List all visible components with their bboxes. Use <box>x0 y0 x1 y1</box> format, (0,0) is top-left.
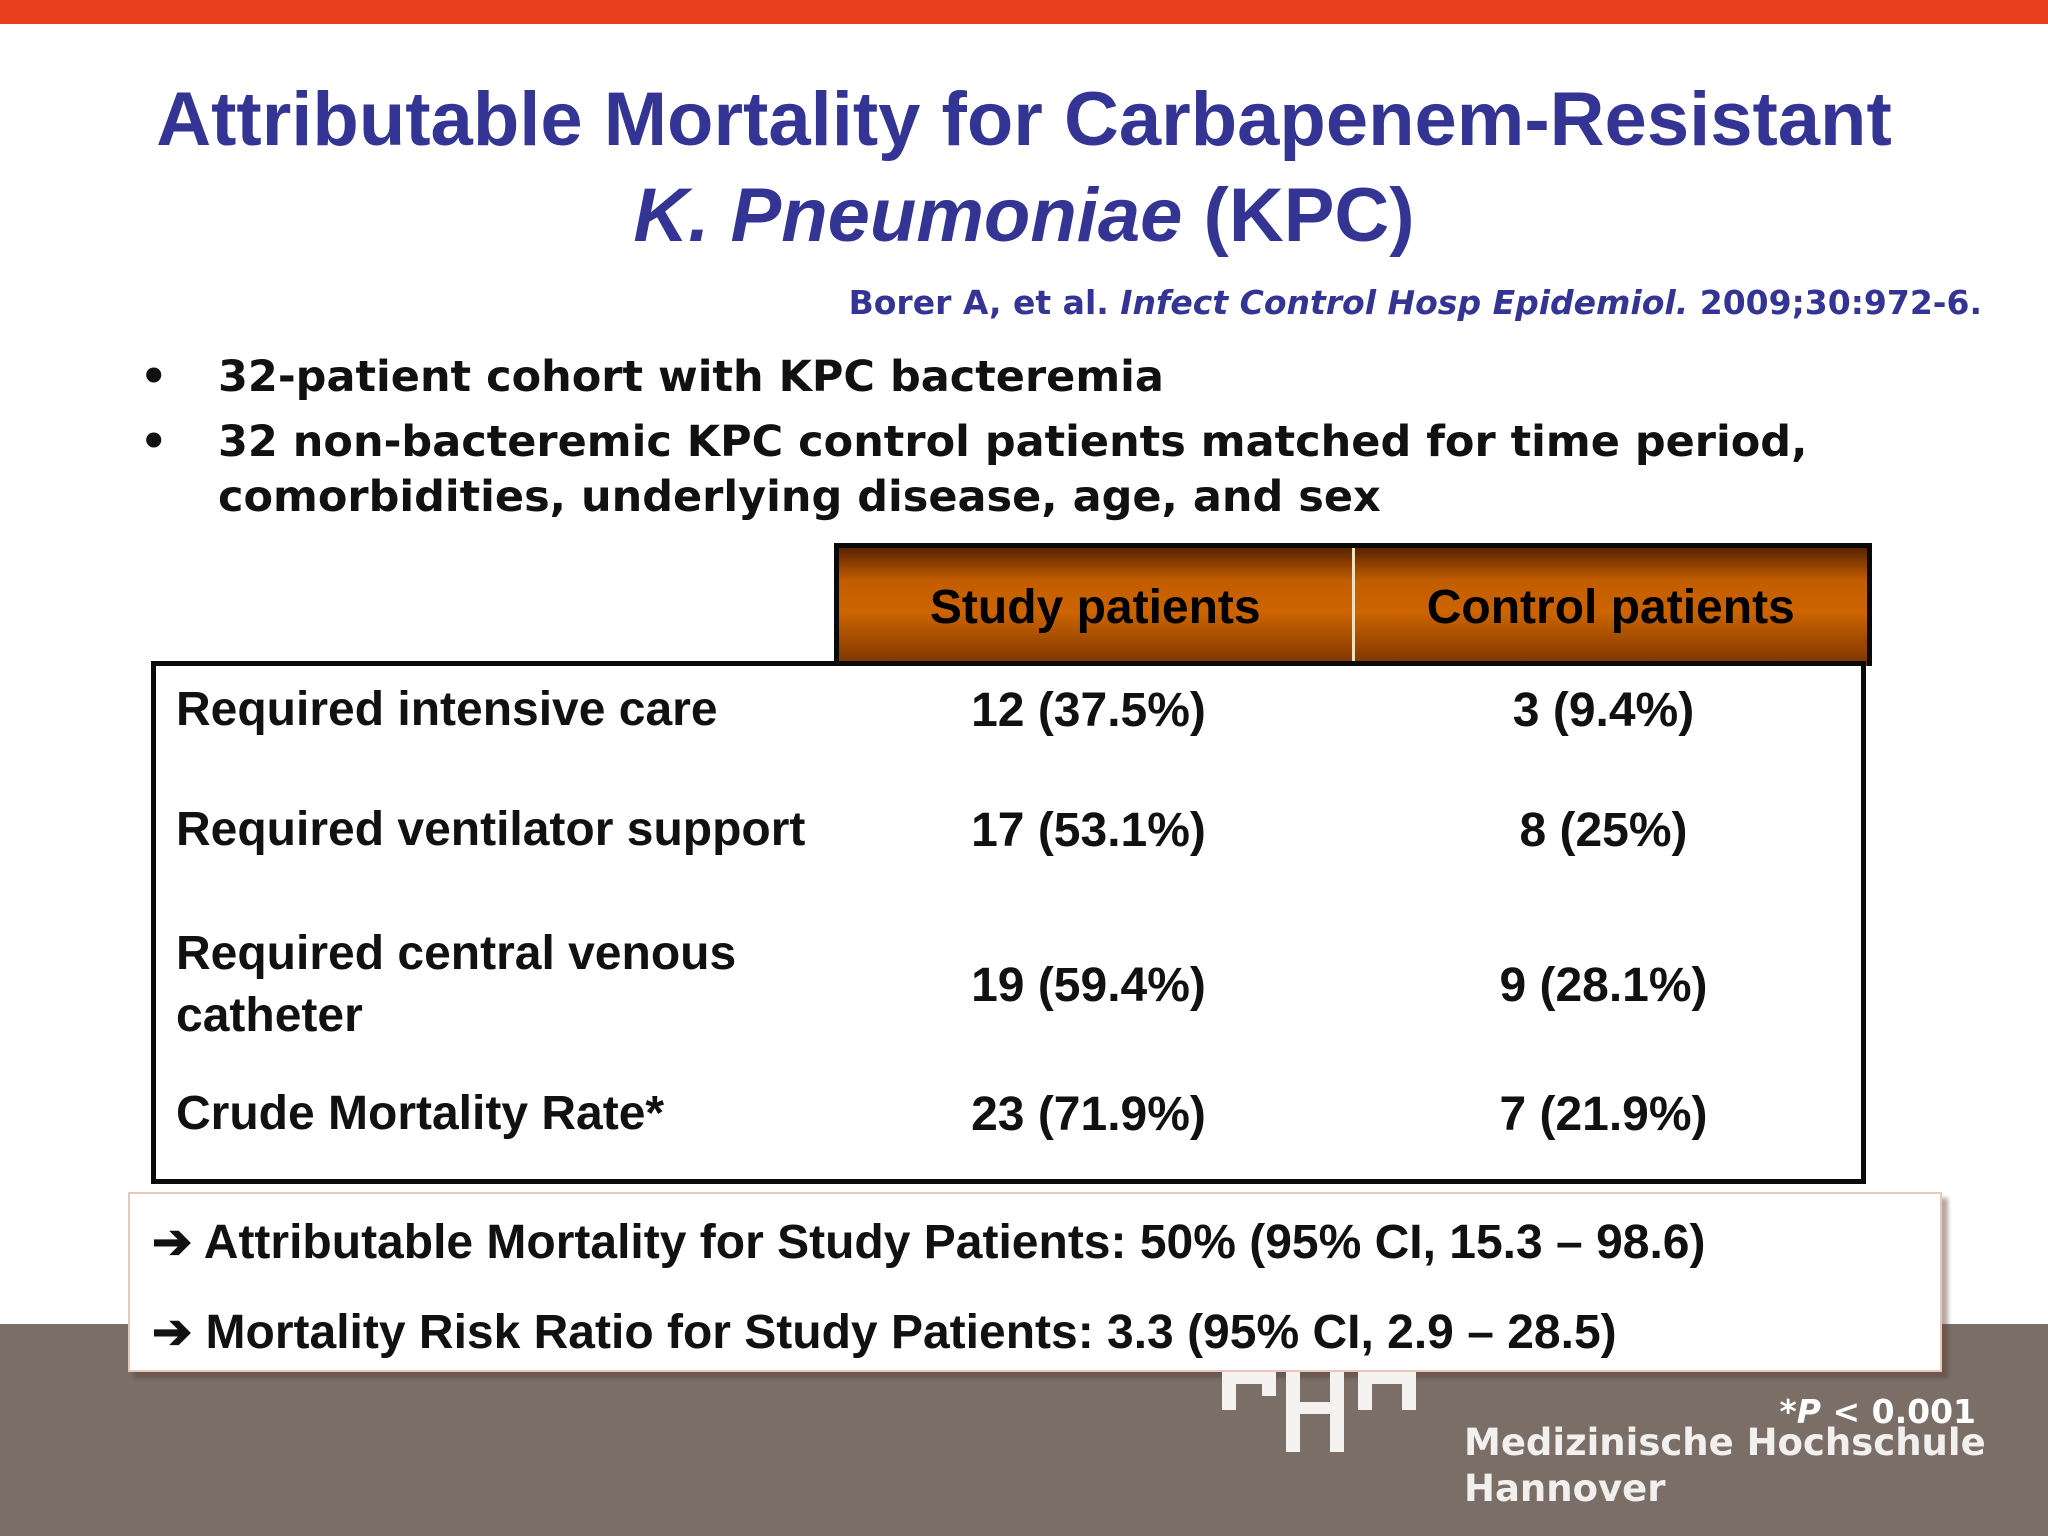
slide-title-line-1: Attributable Mortality for Carbapenem-Re… <box>156 77 1892 162</box>
study-value: 12 (37.5%) <box>971 683 1206 737</box>
table-row: Crude Mortality Rate* 23 (71.9%) 7 (21.9… <box>156 1064 1861 1164</box>
p-value-footnote: *P < 0.001 <box>1780 1392 1976 1431</box>
control-value: 7 (21.9%) <box>1499 1087 1708 1141</box>
study-value: 19 (59.4%) <box>971 958 1206 1012</box>
study-value: 17 (53.1%) <box>971 803 1206 857</box>
row-label: Crude Mortality Rate* <box>176 1087 665 1140</box>
bullet-text: 32 non-bacteremic KPC control patients m… <box>218 417 1808 522</box>
bullet-dot-icon: • <box>140 352 168 402</box>
bullet-dot-icon: • <box>140 417 168 467</box>
bullet-item: • 32 non-bacteremic KPC control patients … <box>140 415 1920 525</box>
slide-title-line-2: K. Pneumoniae (KPC) <box>0 168 2048 264</box>
table-row: Required ventilator support 17 (53.1%) 8… <box>156 754 1861 906</box>
summary-box: ➔ Attributable Mortality for Study Patie… <box>128 1192 1942 1372</box>
control-value: 3 (9.4%) <box>1512 683 1695 737</box>
citation-journal: Infect Control Hosp Epidemiol. <box>1120 283 1689 322</box>
organism-name: K. Pneumoniae <box>633 173 1183 258</box>
control-value: 9 (28.1%) <box>1499 958 1708 1012</box>
logo-line-1: Medizinische Hochschule <box>1464 1421 1986 1464</box>
citation-authors: Borer A, et al. <box>848 283 1121 322</box>
mhh-logo-icon <box>1222 1372 1416 1452</box>
logo-line-2: Hannover <box>1464 1467 1666 1510</box>
row-label: Required ventilator support <box>176 803 806 856</box>
organism-abbrev: (KPC) <box>1182 173 1415 258</box>
header-control-patients: Control patients <box>1351 548 1868 666</box>
row-label: Required intensive care <box>176 683 718 736</box>
top-accent-bar <box>0 0 2048 24</box>
footnote-p: P <box>1796 1392 1821 1431</box>
citation-ref: 2009;30:972-6. <box>1688 283 1982 322</box>
header-study-patients: Study patients <box>929 580 1261 634</box>
bullet-text: 32-patient cohort with KPC bacteremia <box>218 352 1164 402</box>
table-header: Study patients Control patients <box>834 543 1872 666</box>
bullet-list: • 32-patient cohort with KPC bacteremia •… <box>140 350 1920 535</box>
bullet-item: • 32-patient cohort with KPC bacteremia <box>140 350 1920 405</box>
comparison-table: Required intensive care 12 (37.5%) 3 (9.… <box>151 661 1866 1184</box>
risk-ratio-line: ➔ Mortality Risk Ratio for Study Patient… <box>152 1306 1617 1359</box>
logo-wordmark: Medizinische Hochschule Hannover <box>1464 1420 1986 1512</box>
attributable-mortality-line: ➔ Attributable Mortality for Study Patie… <box>152 1216 1706 1269</box>
footnote-asterisk: * <box>1779 1392 1797 1431</box>
citation: Borer A, et al. Infect Control Hosp Epid… <box>849 281 1982 325</box>
footnote-value: < 0.001 <box>1820 1392 1976 1431</box>
row-label: Required central venous catheter <box>176 927 737 1042</box>
table-row: Required central venous catheter 19 (59.… <box>156 906 1861 1064</box>
control-value: 8 (25%) <box>1519 803 1688 857</box>
table-row: Required intensive care 12 (37.5%) 3 (9.… <box>156 666 1861 754</box>
study-value: 23 (71.9%) <box>971 1087 1206 1141</box>
